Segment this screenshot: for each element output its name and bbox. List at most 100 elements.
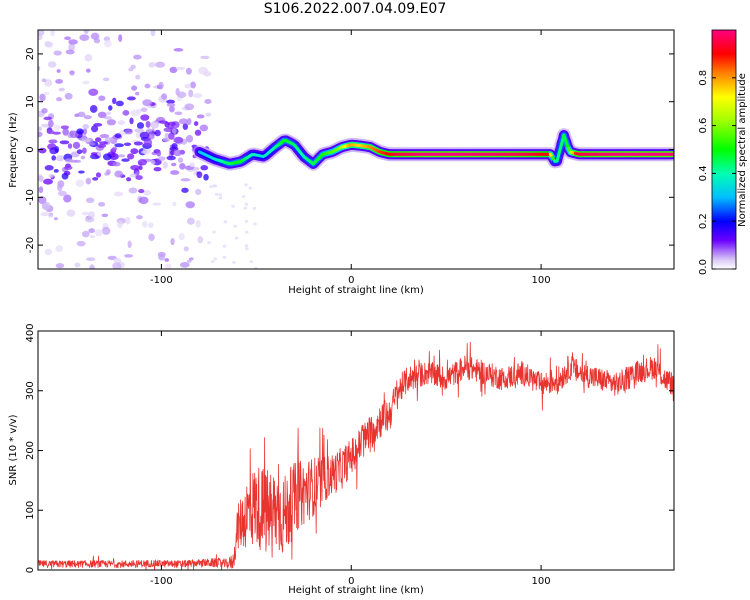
spectrogram-noise-point <box>155 61 166 68</box>
spectrogram-noise-point <box>106 111 112 115</box>
spectrogram-noise-point <box>47 61 57 68</box>
spectrogram-noise-point <box>128 67 134 72</box>
spectrogram-noise-point <box>185 201 196 209</box>
spectrogram-noise-point <box>122 109 130 116</box>
spectrogram-noise-point <box>164 263 172 269</box>
spectrogram-noise-point <box>77 111 86 118</box>
spectrogram-noise-point <box>213 184 218 188</box>
spectrogram-noise-point <box>62 128 70 136</box>
spectrogram-noise-point <box>138 165 143 171</box>
spectrogram-noise-point <box>89 264 95 269</box>
spectrogram-noise-point <box>244 244 249 248</box>
spectrogram-noise-point <box>166 99 175 104</box>
spectrogram-noise-point <box>135 175 143 181</box>
spectrogram-noise-point <box>117 154 126 158</box>
spectrogram-noise-point <box>131 85 138 91</box>
spectrogram-noise-point <box>161 93 168 100</box>
spectrogram-noise-point <box>162 138 171 142</box>
spectrogram-noise-point <box>195 220 201 228</box>
spectrogram-noise-point <box>124 128 133 135</box>
spectrogram-noise-point <box>63 194 72 203</box>
colorbar-label: Normalized spectral amplitude <box>737 73 748 227</box>
spectrogram-noise-point <box>135 91 140 96</box>
snr-ytick-label: 400 <box>25 323 36 342</box>
spectrogram-noise-point <box>249 260 254 264</box>
colorbar-ticks: 0.0 0.2 0.4 0.6 0.8 <box>698 70 736 275</box>
spectrogram-noise-point <box>231 204 235 208</box>
spectrogram-noise-point <box>241 195 246 199</box>
colorbar-tick-label: 0.4 <box>698 165 709 181</box>
spectrogram-noise-point <box>158 253 165 261</box>
spectrogram-noise-point <box>105 169 111 175</box>
spectrogram-noise-point <box>106 119 117 126</box>
spectrogram-noise-point <box>66 209 76 217</box>
spectrogram-noise-point <box>69 70 75 76</box>
spectrogram-noise-point <box>54 146 60 154</box>
spectrogram-noise-point <box>248 186 253 190</box>
spectrogram-noise-point <box>82 128 88 135</box>
spectrogram-noise-point <box>55 263 65 269</box>
spectrogram-noise-point <box>186 118 192 126</box>
spectrogram-noise-point <box>127 240 132 249</box>
spectrogram-noise-point <box>56 97 63 102</box>
spectrogram-track-layer <box>192 128 674 171</box>
spectrogram-noise-point <box>78 170 85 174</box>
spectrogram-noise-point <box>64 165 73 170</box>
spectrogram-noise-point <box>123 142 132 146</box>
spectrogram-noise-point <box>147 131 155 140</box>
spectrogram-noise-point <box>143 138 153 147</box>
spectrogram-noise-point <box>180 178 191 182</box>
spectrogram-noise-point <box>186 217 195 225</box>
spectrogram-noise-point <box>112 262 122 269</box>
snr-xtick-label: 100 <box>532 576 551 587</box>
spectrogram-noise-point <box>85 257 96 262</box>
spectrogram-noise-point <box>173 48 184 52</box>
spectrogram-noise-point <box>69 130 79 139</box>
spectrogram-noise-point <box>135 171 140 176</box>
colorbar: 0.0 0.2 0.4 0.6 0.8 Normalized spectral ampl… <box>698 29 748 275</box>
spectrogram-noise-point <box>140 107 148 113</box>
spectrogram-noise-point <box>38 131 43 138</box>
spectrogram-noise-point <box>82 124 90 130</box>
spectrogram-noise-point <box>85 197 95 204</box>
colorbar-tick-label: 0.6 <box>698 118 709 134</box>
spectrogram-noise-point <box>218 196 223 200</box>
spectrogram-noise-point <box>44 165 54 171</box>
spectrogram-noise-point <box>89 235 96 239</box>
spectrogram-noise-point <box>177 157 184 163</box>
spectrogram-noise-point <box>197 236 204 244</box>
spectrogram-noise-point <box>203 173 209 181</box>
spectrogram-noise-point <box>89 142 96 146</box>
spectrogram-noise-point <box>85 177 92 185</box>
spectrogram-noise-point <box>150 30 156 37</box>
spectrogram-noise-point <box>130 165 140 171</box>
spectrogram-noise-point <box>108 105 113 111</box>
spectrogram-noise-point <box>199 124 209 132</box>
spectrogram-noise-point <box>181 187 189 193</box>
spectrogram-noise-point <box>113 257 122 263</box>
spectrogram-noise-point <box>213 257 218 261</box>
spectrogram-noise-point <box>46 129 55 135</box>
spectrogram-ylabel: Frequency (Hz) <box>8 112 19 188</box>
spectrogram-noise-point <box>135 74 141 80</box>
spectrogram-noise-point <box>115 100 124 107</box>
spectrogram-noise-point <box>179 163 186 170</box>
spectrogram-noise-point <box>253 222 257 226</box>
spectrogram-noise-point <box>97 143 107 148</box>
spectrogram-noise-point <box>168 105 175 113</box>
spectrogram-noise-point <box>126 177 132 182</box>
spectrogram-noise-point <box>76 128 84 135</box>
spectrogram-noise-point <box>178 118 189 125</box>
spectrogram-noise-point <box>38 196 47 205</box>
spectrogram-noise-point <box>127 153 135 160</box>
spectrogram-noise-point <box>142 220 148 228</box>
spectrogram-noise-point <box>84 53 93 62</box>
spectrogram-noise-point <box>74 262 81 268</box>
spectrogram-noise-point <box>200 55 210 60</box>
spectrogram-noise-point <box>176 66 185 71</box>
spectrogram-xtick-label: 100 <box>532 275 551 286</box>
spectrogram-noise-point <box>101 226 111 235</box>
snr-xtick-label: -100 <box>150 576 173 587</box>
spectrogram-noise-point <box>95 172 102 178</box>
